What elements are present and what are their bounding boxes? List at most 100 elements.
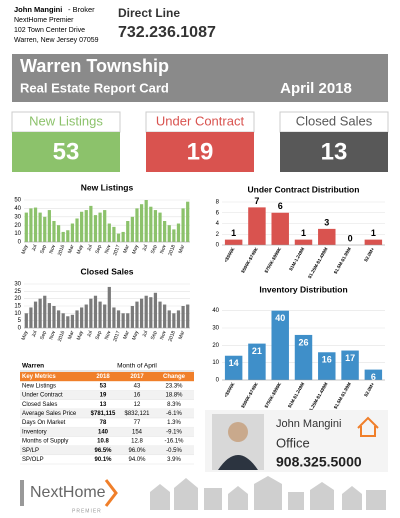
chart-title: Closed Sales [81, 266, 134, 276]
table-header: 2017 [130, 374, 144, 380]
value-label: 6 [278, 201, 283, 211]
x-tick-label: Nov [104, 244, 113, 255]
x-tick-label: 2018 [168, 330, 178, 343]
y-tick-label: 6 [216, 210, 220, 216]
x-tick-label: Mar [67, 330, 76, 340]
kpi-value: 13 [321, 138, 348, 165]
bar [153, 210, 158, 242]
bar [130, 216, 134, 242]
x-tick-label: 2018 [168, 244, 178, 257]
table-stripe [20, 445, 194, 455]
x-tick-label: 2017 [112, 330, 122, 343]
table-cell: Days On Market [22, 420, 66, 426]
table-cell: 77 [134, 420, 141, 426]
bar [364, 369, 383, 380]
agent-city: Warren, New Jersey 07059 [14, 37, 99, 44]
bar [126, 221, 130, 242]
x-tick-label: Jul [31, 330, 39, 338]
bar [139, 298, 144, 328]
house [204, 488, 222, 510]
bar [116, 310, 121, 328]
x-tick-label: Nov [159, 244, 168, 255]
direct-phone: 732.236.1087 [118, 24, 216, 41]
bar [112, 226, 116, 242]
bar [89, 205, 93, 242]
logo-bar [20, 480, 24, 506]
table-cell: 140 [98, 429, 109, 435]
bar [75, 218, 79, 242]
bar [61, 313, 65, 328]
house [288, 492, 304, 510]
y-tick-label: 20 [14, 223, 21, 229]
table-cell: 12.8 [131, 439, 143, 445]
y-tick-label: 30 [212, 326, 219, 332]
bar [176, 310, 181, 328]
x-tick-label: May [76, 330, 85, 341]
table-cell: 53 [100, 383, 107, 389]
x-tick-label: Sep [95, 244, 104, 255]
bar [80, 211, 84, 242]
table-cell: 90.1% [94, 457, 112, 463]
house [150, 484, 170, 510]
bar [248, 343, 266, 380]
kpi-box [146, 132, 254, 172]
kpi-label: New Listings [29, 113, 103, 128]
bar [149, 297, 153, 328]
value-label: 14 [229, 358, 239, 368]
y-tick-label: 10 [14, 311, 21, 317]
table-cell: 1.3% [167, 420, 181, 426]
table-header: Change [163, 374, 186, 380]
bar [98, 212, 102, 242]
table-cell: 154 [132, 429, 143, 435]
bar [144, 200, 148, 242]
bar [271, 310, 289, 380]
metrics-table: Warren Month of April Key Metrics 2018 2017 C… [20, 363, 194, 465]
table-cell: 3.9% [167, 457, 181, 463]
x-tick-label: May [131, 330, 140, 341]
bar [56, 310, 61, 328]
value-label: 26 [298, 337, 308, 347]
y-tick-label: 0 [216, 378, 220, 384]
house [366, 490, 386, 510]
x-tick-label: Jul [31, 244, 39, 252]
bar [130, 306, 134, 328]
table-cell: 18.8% [165, 393, 183, 399]
table-cell: 96.0% [128, 448, 146, 454]
table-cell: -0.5% [166, 448, 182, 454]
value-label: 1 [231, 228, 236, 238]
kpi-box [280, 132, 388, 172]
y-tick-label: 8 [216, 200, 220, 206]
agent-name: John Mangini [14, 5, 62, 14]
bar [167, 225, 171, 242]
bar [70, 314, 75, 328]
x-tick-label: May [131, 244, 140, 255]
table-cell: $832,121 [124, 411, 150, 417]
bar [84, 304, 88, 328]
banner [12, 54, 388, 102]
bar [47, 210, 51, 242]
x-tick-label: Nov [104, 330, 113, 341]
table-cell: -6.1% [166, 411, 182, 417]
bar [24, 212, 28, 242]
y-tick-label: 0 [18, 326, 22, 332]
x-tick-label: Mar [67, 244, 76, 254]
bar [43, 295, 47, 328]
x-tick-label: Nov [159, 330, 168, 341]
bar [224, 355, 243, 380]
bar [70, 223, 75, 242]
bar [126, 313, 130, 328]
table-cell: 16 [134, 393, 141, 399]
bar [224, 239, 243, 245]
x-tick-label: Jul [86, 244, 94, 252]
table-cell: -16.1% [164, 439, 184, 445]
x-tick-label: Mar [122, 244, 131, 254]
bar [103, 210, 107, 242]
card-name: John Mangini [276, 418, 341, 430]
y-tick-label: 2 [216, 232, 220, 238]
bar [181, 306, 185, 328]
bar [318, 352, 336, 380]
x-tick-label: Sep [150, 330, 159, 341]
card-logo [357, 416, 379, 437]
kpi-value: 19 [187, 138, 214, 165]
bar [66, 316, 70, 328]
